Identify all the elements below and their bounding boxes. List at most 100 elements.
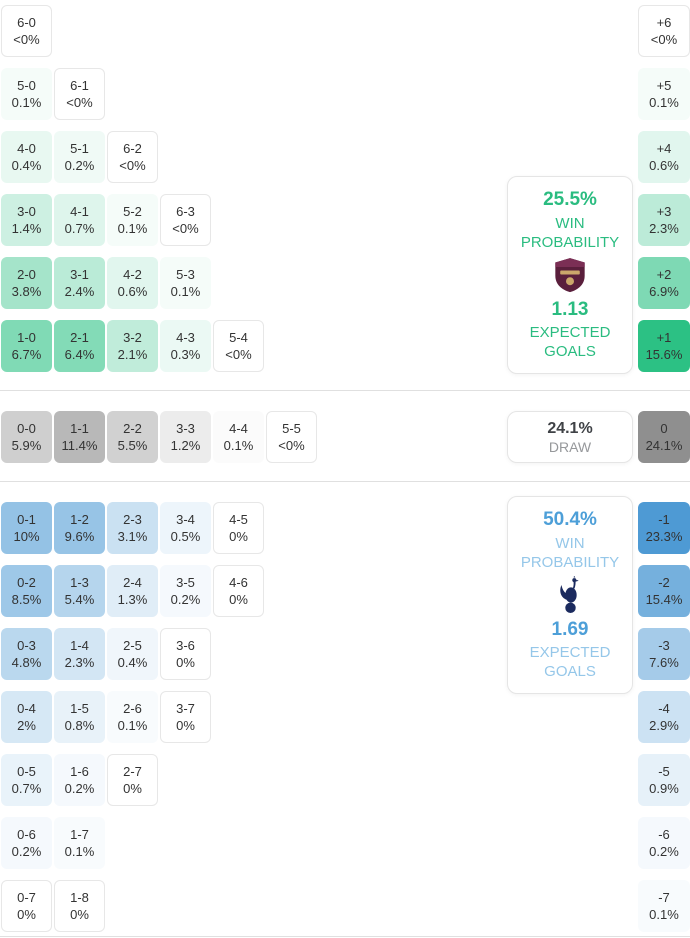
away-goal-diff-column: -1 23.3% -2 15.4% -3 7.6% -4 2.9% -5 0.9% -6 0.2% -7… bbox=[638, 502, 690, 938]
home-win-probability: 25.5% bbox=[543, 189, 597, 210]
score-label: 1-1 bbox=[70, 421, 89, 436]
score-label: 0-7 bbox=[17, 890, 36, 905]
probability-value: 2.4% bbox=[64, 284, 95, 299]
probability-value: 3.8% bbox=[11, 284, 42, 299]
score-cell: 2-1 6.4% bbox=[54, 320, 105, 372]
probability-value: 0.1% bbox=[649, 95, 679, 110]
home-win-panel: 25.5% WIN PROBABILITY 1.13 EXPECTED GOAL… bbox=[507, 176, 633, 374]
score-row: 0-1 10% 1-2 9.6% 2-3 3.1% 3-4 0.5% 4-5 0% bbox=[1, 502, 264, 554]
score-label: 3-6 bbox=[176, 638, 195, 653]
probability-value: 9.6% bbox=[64, 529, 95, 544]
score-row: 0-6 0.2% 1-7 0.1% bbox=[1, 817, 264, 869]
goal-diff-label: +6 bbox=[656, 15, 672, 30]
probability-value: 0.4% bbox=[117, 655, 148, 670]
draw-probability: 24.1% bbox=[547, 419, 593, 437]
score-label: 3-7 bbox=[176, 701, 195, 716]
score-label: 1-5 bbox=[70, 701, 89, 716]
score-label: 6-0 bbox=[17, 15, 36, 30]
score-cell: 4-5 0% bbox=[213, 502, 264, 554]
score-label: 2-5 bbox=[123, 638, 142, 653]
score-label: 3-0 bbox=[17, 204, 36, 219]
score-cell: 0-1 10% bbox=[1, 502, 52, 554]
away-win-probability-label: WIN PROBABILITY bbox=[520, 534, 620, 571]
goal-diff-label: -4 bbox=[658, 701, 670, 716]
draw-goal-diff-column: 0 24.1% bbox=[638, 411, 690, 474]
goal-diff-label: -7 bbox=[658, 890, 670, 905]
score-label: 4-6 bbox=[229, 575, 248, 590]
away-win-panel: 50.4% WIN PROBABILITY 1.69 EXPECTED GOAL… bbox=[507, 496, 633, 694]
score-cell: 1-5 0.8% bbox=[54, 691, 105, 743]
probability-value: 0.3% bbox=[170, 347, 201, 362]
burnley-crest-icon bbox=[554, 254, 586, 296]
goal-diff-label: -5 bbox=[658, 764, 670, 779]
score-row: 4-0 0.4% 5-1 0.2% 6-2 <0% bbox=[1, 131, 264, 183]
probability-value: 0% bbox=[229, 529, 248, 544]
goal-diff-cell: -7 0.1% bbox=[638, 880, 690, 932]
tottenham-crest-icon bbox=[557, 574, 584, 616]
goal-diff-label: 0 bbox=[660, 421, 668, 436]
goal-diff-label: -3 bbox=[658, 638, 670, 653]
goal-diff-label: +5 bbox=[656, 78, 672, 93]
probability-value: 6.4% bbox=[64, 347, 95, 362]
goal-diff-label: -1 bbox=[658, 512, 670, 527]
probability-value: <0% bbox=[278, 438, 305, 453]
score-cell: 0-4 2% bbox=[1, 691, 52, 743]
probability-value: 8.5% bbox=[11, 592, 42, 607]
probability-value: 0.2% bbox=[64, 158, 95, 173]
score-cell: 0-2 8.5% bbox=[1, 565, 52, 617]
score-label: 2-7 bbox=[123, 764, 142, 779]
score-cell: 6-3 <0% bbox=[160, 194, 211, 246]
goal-diff-label: -6 bbox=[658, 827, 670, 842]
section-divider bbox=[0, 481, 690, 482]
goal-diff-label: +1 bbox=[656, 330, 672, 345]
score-label: 5-3 bbox=[176, 267, 195, 282]
score-cell: 6-0 <0% bbox=[1, 5, 52, 57]
score-label: 4-4 bbox=[229, 421, 248, 436]
score-row: 0-7 0% 1-8 0% bbox=[1, 880, 264, 932]
probability-value: 11.4% bbox=[61, 438, 98, 453]
goal-diff-cell: +1 15.6% bbox=[638, 320, 690, 372]
goal-diff-cell: +2 6.9% bbox=[638, 257, 690, 309]
score-cell: 4-3 0.3% bbox=[160, 320, 211, 372]
score-label: 0-5 bbox=[17, 764, 36, 779]
score-label: 6-2 bbox=[123, 141, 142, 156]
probability-value: 0% bbox=[123, 781, 142, 796]
score-label: 0-1 bbox=[17, 512, 36, 527]
score-row: 5-0 0.1% 6-1 <0% bbox=[1, 68, 264, 120]
score-cell: 4-1 0.7% bbox=[54, 194, 105, 246]
score-cell: 3-0 1.4% bbox=[1, 194, 52, 246]
score-cell: 5-3 0.1% bbox=[160, 257, 211, 309]
score-label: 2-3 bbox=[123, 512, 142, 527]
score-cell: 1-3 5.4% bbox=[54, 565, 105, 617]
score-cell: 5-0 0.1% bbox=[1, 68, 52, 120]
away-expected-goals-label: EXPECTED GOALS bbox=[529, 644, 611, 680]
probability-value: 3.1% bbox=[117, 529, 148, 544]
probability-value: 0% bbox=[176, 655, 195, 670]
score-cell: 3-3 1.2% bbox=[160, 411, 211, 463]
score-label: 0-4 bbox=[17, 701, 36, 716]
score-label: 5-5 bbox=[282, 421, 301, 436]
score-label: 1-4 bbox=[70, 638, 89, 653]
probability-value: 0.1% bbox=[649, 907, 679, 922]
probability-value: 0% bbox=[17, 907, 36, 922]
probability-value: 2.9% bbox=[649, 718, 679, 733]
home-expected-goals: 1.13 bbox=[551, 298, 589, 320]
probability-value: 6.7% bbox=[11, 347, 42, 362]
probability-value: 5.5% bbox=[117, 438, 148, 453]
probability-value: 0.7% bbox=[11, 781, 42, 796]
score-label: 3-4 bbox=[176, 512, 195, 527]
score-label: 1-8 bbox=[70, 890, 89, 905]
score-cell: 2-4 1.3% bbox=[107, 565, 158, 617]
probability-value: 0.1% bbox=[117, 718, 148, 733]
goal-diff-cell: -5 0.9% bbox=[638, 754, 690, 806]
score-label: 3-2 bbox=[123, 330, 142, 345]
score-cell: 2-7 0% bbox=[107, 754, 158, 806]
goal-diff-cell: +5 0.1% bbox=[638, 68, 690, 120]
score-cell: 2-6 0.1% bbox=[107, 691, 158, 743]
score-label: 3-5 bbox=[176, 575, 195, 590]
probability-value: 0% bbox=[70, 907, 89, 922]
probability-value: 0.2% bbox=[170, 592, 201, 607]
probability-value: 0.7% bbox=[64, 221, 95, 236]
score-cell: 1-2 9.6% bbox=[54, 502, 105, 554]
score-label: 4-3 bbox=[176, 330, 195, 345]
